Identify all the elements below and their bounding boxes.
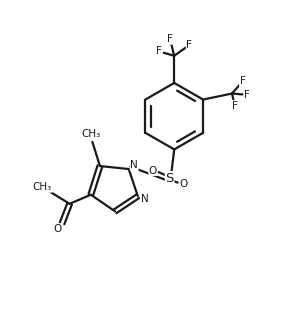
Text: N: N <box>141 194 148 204</box>
Text: F: F <box>244 90 250 100</box>
Text: F: F <box>232 100 238 110</box>
Text: O: O <box>179 179 188 189</box>
Text: F: F <box>186 40 192 50</box>
Text: O: O <box>149 166 157 176</box>
Text: CH₃: CH₃ <box>33 182 52 192</box>
Text: S: S <box>166 172 174 185</box>
Text: F: F <box>240 77 245 87</box>
Text: F: F <box>156 46 162 56</box>
Text: CH₃: CH₃ <box>81 129 100 139</box>
Text: O: O <box>53 224 62 234</box>
Text: N: N <box>130 161 138 171</box>
Text: F: F <box>167 34 173 44</box>
